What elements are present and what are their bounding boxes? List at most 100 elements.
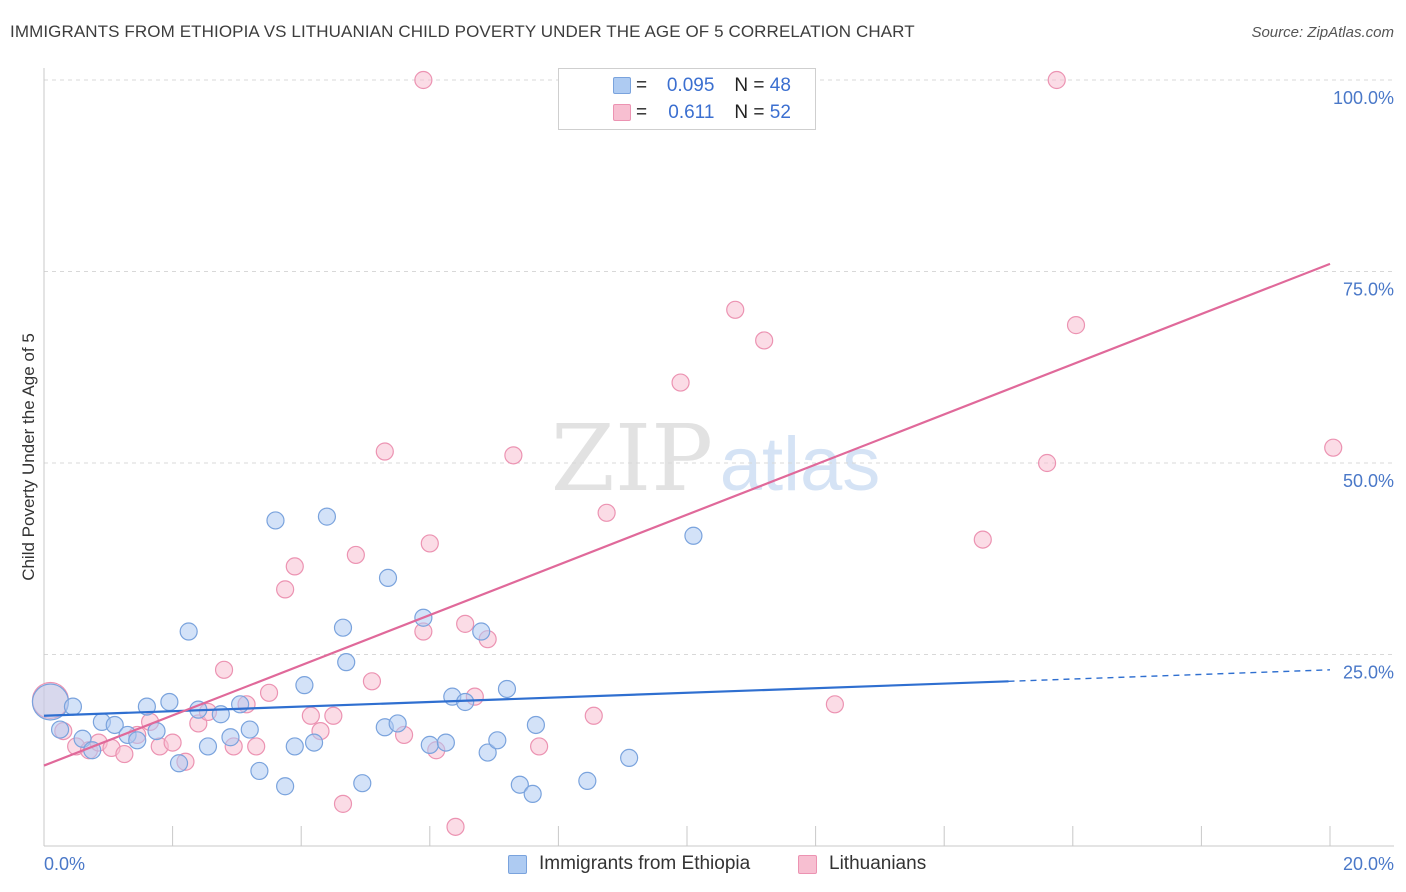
chart-title: IMMIGRANTS FROM ETHIOPIA VS LITHUANIAN C… xyxy=(10,22,915,41)
legend-label: Immigrants from Ethiopia xyxy=(539,853,751,874)
point-lithuanians xyxy=(825,695,844,714)
point-ethiopia xyxy=(684,526,703,545)
x-tick-label-min: 0.0% xyxy=(44,854,85,874)
point-ethiopia xyxy=(526,715,545,735)
legend-label: Lithuanians xyxy=(829,853,927,874)
point-lithuanians xyxy=(324,706,343,725)
point-ethiopia xyxy=(488,731,507,750)
point-ethiopia xyxy=(333,618,353,637)
point-lithuanians xyxy=(259,683,279,702)
point-ethiopia xyxy=(472,622,491,641)
point-lithuanians xyxy=(726,300,745,319)
legend-swatch-pink xyxy=(613,104,631,121)
point-ethiopia xyxy=(510,775,529,794)
correlation-legend: R = 0.095 N = 48 R = 0.611 N = 52 xyxy=(558,68,816,130)
point-lithuanians xyxy=(504,446,523,465)
point-ethiopia xyxy=(276,777,295,796)
point-lithuanians xyxy=(346,545,365,565)
watermark-zip: ZIP xyxy=(551,405,713,512)
point-ethiopia xyxy=(63,697,83,716)
data-points xyxy=(31,70,1343,836)
point-ethiopia xyxy=(378,568,398,588)
watermark: ZIP atlas xyxy=(551,405,880,512)
point-lithuanians xyxy=(362,672,382,691)
trend-line-ethiopia xyxy=(43,680,1009,717)
point-lithuanians xyxy=(584,706,603,725)
point-ethiopia xyxy=(128,731,147,750)
legend-swatch-pink xyxy=(798,854,817,874)
point-lithuanians xyxy=(420,534,439,553)
n-label: N = xyxy=(734,102,765,123)
point-lithuanians xyxy=(115,744,134,764)
trend-line-lithuanians xyxy=(43,262,1331,767)
x-tick-label-max: 20.0% xyxy=(1343,854,1394,874)
point-ethiopia xyxy=(240,720,259,739)
source-label: Source: ZipAtlas.com xyxy=(1251,24,1394,41)
point-ethiopia xyxy=(160,692,179,712)
r-value: 0.095 xyxy=(666,75,715,96)
point-lithuanians xyxy=(671,373,690,392)
point-lithuanians xyxy=(375,442,394,461)
point-lithuanians xyxy=(1066,316,1086,335)
n-value: 52 xyxy=(769,102,791,123)
point-ethiopia xyxy=(179,622,198,641)
trend-line-ethiopia-extension xyxy=(1008,669,1331,683)
point-ethiopia xyxy=(337,653,356,672)
y-axis-label: Child Poverty Under the Age of 5 xyxy=(19,333,38,581)
point-ethiopia xyxy=(388,714,407,733)
legend-row-lithuanians: R = 0.611 N = 52 xyxy=(585,100,791,126)
point-lithuanians xyxy=(414,70,433,90)
point-ethiopia xyxy=(420,735,439,754)
y-tick-label: 25.0% xyxy=(1343,663,1394,683)
point-lithuanians xyxy=(1037,453,1057,473)
point-ethiopia xyxy=(50,720,70,739)
point-ethiopia xyxy=(285,737,304,756)
point-lithuanians xyxy=(247,737,266,756)
point-lithuanians xyxy=(973,530,992,549)
point-ethiopia xyxy=(478,743,497,762)
point-lithuanians xyxy=(530,737,549,756)
point-ethiopia xyxy=(198,737,218,756)
r-value: 0.611 xyxy=(668,102,715,123)
point-ethiopia xyxy=(317,507,337,526)
point-lithuanians xyxy=(163,733,182,752)
trend-lines xyxy=(43,262,1331,767)
n-label: N = xyxy=(734,75,765,96)
point-lithuanians xyxy=(276,580,295,599)
point-lithuanians xyxy=(755,331,774,350)
point-ethiopia xyxy=(353,774,372,793)
point-lithuanians xyxy=(456,614,475,633)
legend-swatch-blue xyxy=(613,77,631,94)
watermark-atlas: atlas xyxy=(720,422,881,507)
n-value: 48 xyxy=(769,75,791,96)
point-ethiopia xyxy=(436,733,455,752)
point-lithuanians xyxy=(214,660,234,679)
point-lithuanians xyxy=(333,794,353,813)
point-lithuanians xyxy=(285,557,304,576)
point-lithuanians xyxy=(446,817,465,836)
legend-item-lithuanians[interactable]: Lithuanians xyxy=(798,850,926,878)
point-ethiopia xyxy=(304,733,324,752)
point-ethiopia xyxy=(231,695,250,714)
point-ethiopia xyxy=(250,761,269,781)
x-tick-marks xyxy=(43,826,1331,846)
point-ethiopia xyxy=(105,715,124,735)
point-lithuanians xyxy=(301,706,320,725)
point-ethiopia xyxy=(221,728,240,747)
legend-item-ethiopia[interactable]: Immigrants from Ethiopia xyxy=(508,850,750,878)
point-ethiopia xyxy=(137,697,156,716)
point-lithuanians xyxy=(597,503,616,522)
y-tick-label: 75.0% xyxy=(1343,280,1394,300)
legend-swatch-blue xyxy=(508,854,527,874)
point-ethiopia xyxy=(295,676,314,695)
point-ethiopia xyxy=(169,754,189,773)
axes xyxy=(43,68,1394,847)
y-tick-label: 50.0% xyxy=(1343,471,1394,491)
y-tick-labels: 25.0% 50.0% 75.0% 100.0% xyxy=(1333,88,1394,683)
point-ethiopia xyxy=(266,511,285,530)
point-ethiopia xyxy=(523,784,542,804)
point-ethiopia xyxy=(578,771,597,790)
y-tick-label: 100.0% xyxy=(1333,88,1394,108)
point-ethiopia xyxy=(497,679,517,699)
